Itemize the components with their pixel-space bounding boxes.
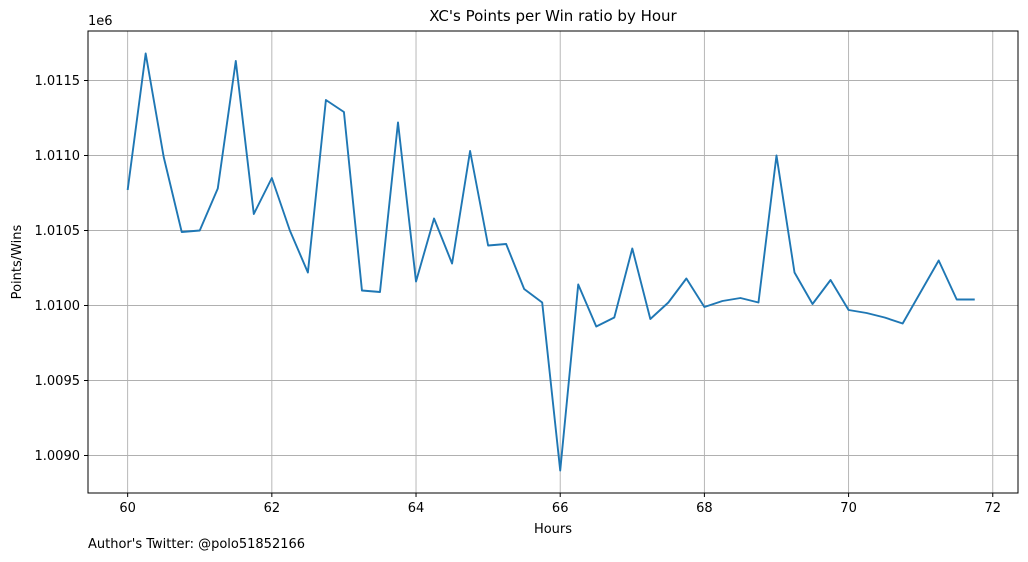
chart-title: XC's Points per Win ratio by Hour: [429, 7, 677, 25]
y-tick-label: 1.0095: [35, 374, 81, 389]
x-tick-label: 60: [119, 501, 136, 516]
x-tick-label: 68: [696, 501, 713, 516]
author-credit: Author's Twitter: @polo51852166: [88, 537, 306, 552]
x-axis-label: Hours: [534, 522, 572, 537]
x-axis: 60 62 64 66 68 70 72: [119, 493, 1001, 516]
x-tick-label: 70: [840, 501, 857, 516]
y-axis-label: Points/Wins: [10, 224, 25, 299]
x-tick-label: 72: [984, 501, 1001, 516]
y-tick-label: 1.0115: [35, 74, 81, 89]
y-tick-label: 1.0090: [35, 449, 81, 464]
y-axis: 1.0090 1.0095 1.0100 1.0105 1.0110 1.0115: [35, 74, 88, 464]
plot-frame: [87, 30, 1019, 494]
y-tick-label: 1.0100: [35, 299, 81, 314]
grid: [88, 31, 1018, 493]
y-offset-label: 1e6: [88, 14, 113, 29]
x-tick-label: 64: [408, 501, 425, 516]
y-tick-label: 1.0110: [35, 149, 81, 164]
y-tick-label: 1.0105: [35, 224, 81, 239]
series-line: [126, 52, 975, 472]
x-tick-label: 66: [552, 501, 569, 516]
x-tick-label: 62: [264, 501, 281, 516]
